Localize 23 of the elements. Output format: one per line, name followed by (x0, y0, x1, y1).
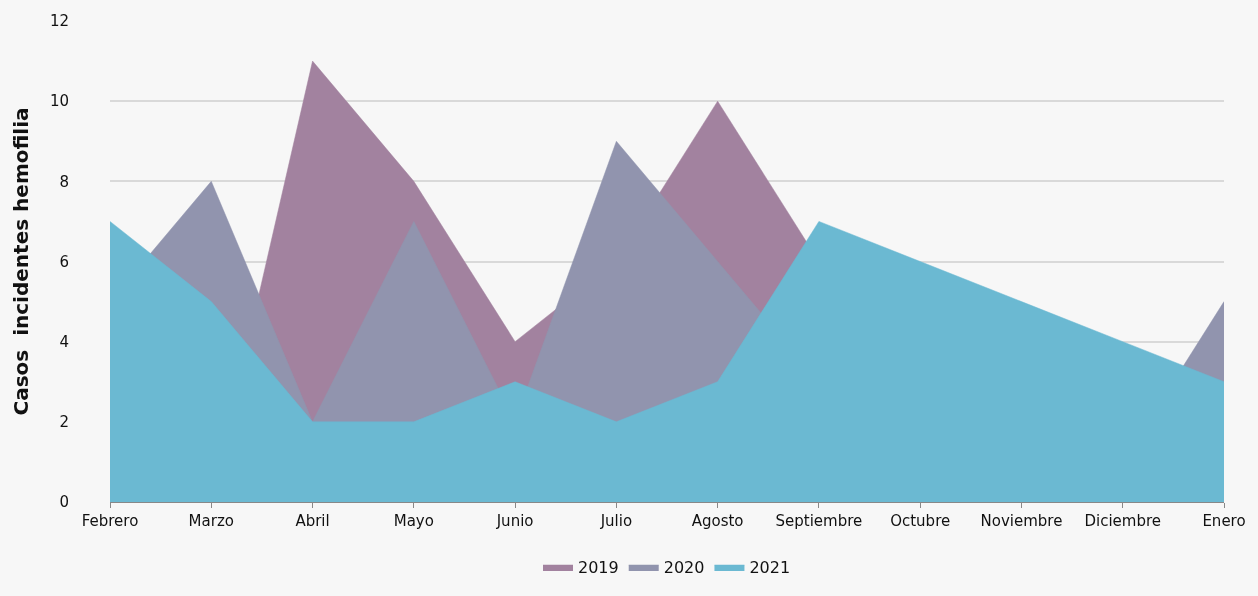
y-tick-label: 0 (59, 493, 69, 512)
y-tick-label: 8 (59, 172, 69, 191)
x-tick-label: Noviembre (980, 512, 1063, 530)
x-tick-label: Febrero (81, 512, 139, 530)
legend-label: 2021 (749, 558, 791, 578)
x-tick-label: Diciembre (1084, 512, 1162, 530)
y-tick-label: 12 (49, 12, 69, 31)
y-axis-title: Casos incidentes hemofilia (9, 107, 34, 416)
x-tick-label: Junio (495, 512, 534, 530)
y-tick-label: 4 (59, 332, 69, 351)
x-tick-label: Septiembre (775, 512, 863, 530)
x-tick-label: Julio (599, 512, 633, 530)
x-tick-label: Enero (1202, 512, 1246, 530)
legend-label: 2019 (578, 558, 619, 578)
x-tick-label: Agosto (691, 512, 744, 530)
x-tick-label: Mayo (393, 512, 434, 530)
y-tick-label: 6 (59, 252, 69, 271)
x-tick-label: Octubre (890, 512, 951, 530)
x-tick-label: Abril (295, 512, 330, 530)
x-tick-label: Marzo (188, 512, 234, 530)
y-tick-label: 10 (49, 92, 69, 111)
y-tick-label: 2 (59, 413, 69, 432)
legend-label: 2020 (663, 558, 705, 578)
